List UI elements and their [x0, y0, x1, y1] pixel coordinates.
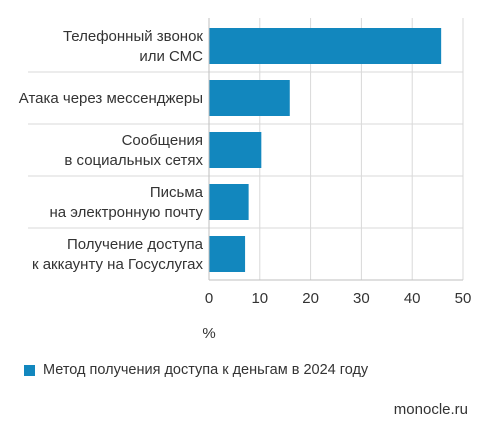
- category-label: Атака через мессенджеры: [19, 90, 203, 107]
- x-tick-label: 0: [205, 290, 213, 307]
- bars: [209, 28, 442, 272]
- category-label: к аккаунту на Госуслугах: [32, 256, 204, 273]
- bar-chart: Телефонный звонок или СМС Атака через месс…: [19, 18, 472, 342]
- bar: [209, 80, 290, 116]
- bar: [209, 236, 246, 272]
- category-label: или СМС: [139, 48, 203, 65]
- x-tick-label: 40: [404, 290, 421, 307]
- category-label: в социальных сетях: [64, 152, 203, 169]
- legend-swatch: [24, 364, 35, 376]
- bar: [209, 132, 262, 168]
- category-labels: Телефонный звонок или СМС Атака через месс…: [19, 28, 204, 273]
- category-label: Сообщения: [122, 132, 203, 149]
- x-tick-label: 20: [302, 290, 319, 307]
- legend-label: Метод получения доступа к деньгам в 2024…: [43, 362, 369, 378]
- bar: [209, 28, 442, 64]
- category-label: Письма: [150, 184, 204, 201]
- x-axis-label: %: [202, 325, 215, 342]
- x-tick-label: 30: [353, 290, 370, 307]
- source-label: monocle.ru: [393, 401, 468, 418]
- category-label: на электронную почту: [50, 204, 204, 221]
- x-tick-label: 10: [251, 290, 268, 307]
- category-label: Телефонный звонок: [63, 28, 203, 45]
- x-tick-labels: 0 10 20 30 40 50: [205, 290, 472, 307]
- bar: [209, 184, 249, 220]
- legend: Метод получения доступа к деньгам в 2024…: [24, 362, 368, 378]
- category-label: Получение доступа: [67, 236, 204, 253]
- x-tick-label: 50: [455, 290, 472, 307]
